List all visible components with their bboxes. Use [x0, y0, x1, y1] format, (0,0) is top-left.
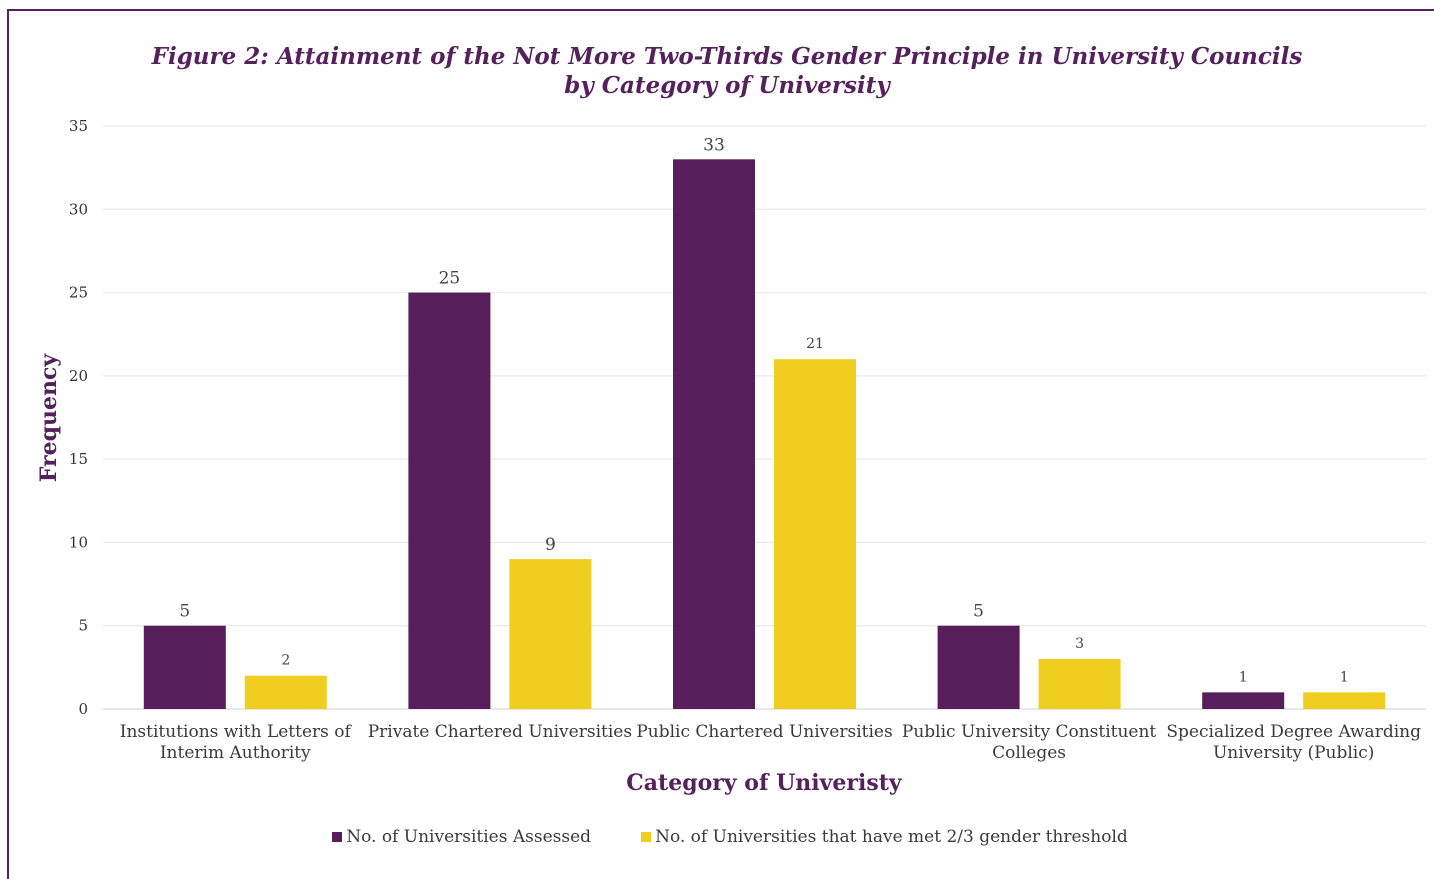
- y-tick-label: 25: [69, 284, 88, 302]
- bar-assessed: [143, 625, 226, 709]
- legend: No. of Universities Assessed No. of Univ…: [0, 827, 1434, 847]
- data-label: 5: [973, 602, 984, 622]
- chart-title: Figure 2: Attainment of the Not More Two…: [0, 42, 1434, 100]
- bar-assessed: [1202, 692, 1285, 709]
- y-tick-label: 30: [69, 200, 88, 218]
- data-label: 21: [806, 336, 824, 352]
- y-tick-label: 15: [69, 450, 88, 468]
- data-label: 3: [1075, 636, 1084, 652]
- data-label: 5: [179, 602, 190, 622]
- data-label: 25: [439, 269, 461, 289]
- bar-met-threshold: [774, 359, 856, 709]
- bar-met-threshold: [1303, 692, 1386, 709]
- data-label: 33: [703, 135, 725, 155]
- x-tick-label: Private Chartered Universities: [368, 722, 632, 742]
- bar-met-threshold: [1038, 659, 1121, 709]
- x-tick-label: Interim Authority: [160, 743, 311, 763]
- x-axis-title: Category of Univeristy: [626, 770, 903, 796]
- x-tick-label: Specialized Degree Awarding: [1166, 722, 1421, 742]
- y-tick-label: 10: [69, 533, 88, 551]
- bar-assessed: [937, 625, 1020, 709]
- data-label: 9: [545, 535, 556, 555]
- data-labels: 5 2 25 9 33 21 5 3 1 1: [179, 135, 1348, 685]
- y-tick-label: 0: [78, 700, 88, 718]
- bar-assessed: [408, 292, 491, 709]
- legend-swatch-assessed: [332, 832, 343, 842]
- chart-frame: [7, 9, 1434, 879]
- chart-title-line-1: Figure 2: Attainment of the Not More Two…: [151, 43, 1303, 70]
- legend-label-assessed: No. of Universities Assessed: [346, 827, 592, 847]
- legend-label-met-threshold: No. of Universities that have met 2/3 ge…: [655, 827, 1128, 847]
- legend-item-assessed[interactable]: No. of Universities Assessed: [332, 827, 591, 847]
- bar-met-threshold: [509, 559, 592, 709]
- gridlines: [103, 125, 1426, 710]
- x-tick-label: Public Chartered Universities: [636, 722, 892, 742]
- x-tick-label: Public University Constituent: [902, 722, 1157, 742]
- data-label: 1: [1340, 669, 1349, 685]
- y-axis-ticks: 0 5 10 15 20 25 30 35: [69, 117, 88, 718]
- x-tick-label: Colleges: [992, 743, 1066, 763]
- y-tick-label: 5: [78, 617, 88, 635]
- legend-swatch-met-threshold: [641, 832, 652, 842]
- x-tick-label: Institutions with Letters of: [120, 722, 353, 742]
- y-tick-label: 35: [69, 117, 88, 135]
- x-tick-label: University (Public): [1213, 743, 1374, 763]
- data-label: 2: [281, 653, 290, 669]
- y-tick-label: 20: [69, 367, 88, 385]
- bars: [143, 159, 1386, 710]
- legend-item-met-threshold[interactable]: No. of Universities that have met 2/3 ge…: [641, 827, 1128, 847]
- bar-assessed: [673, 159, 755, 710]
- chart-title-line-2: by Category of University: [564, 72, 890, 99]
- y-axis-title: Frequency: [36, 353, 62, 483]
- data-label: 1: [1239, 669, 1248, 685]
- bar-met-threshold: [244, 675, 327, 709]
